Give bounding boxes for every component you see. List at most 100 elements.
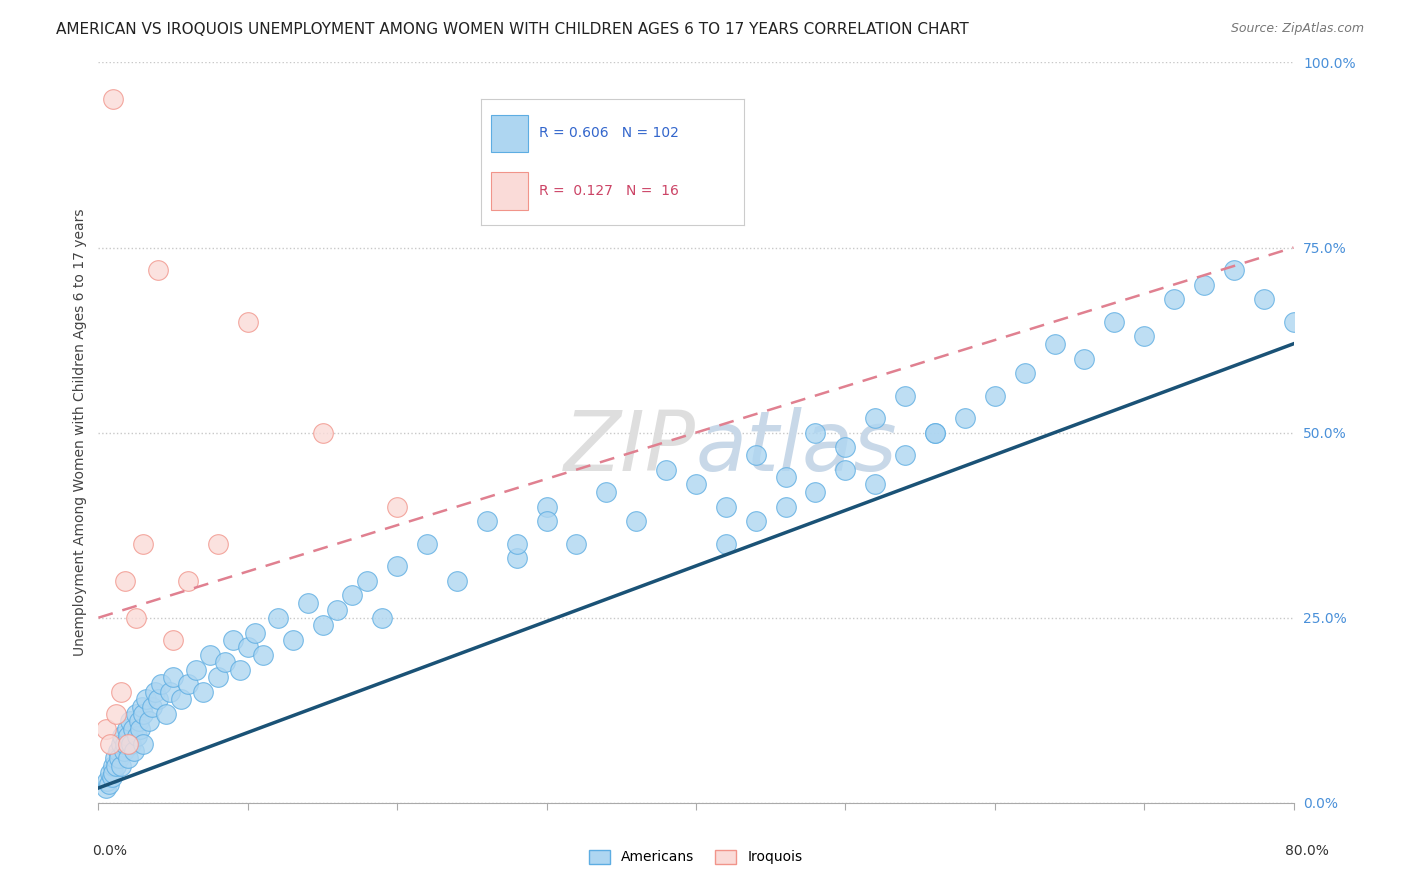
Point xyxy=(804,484,827,499)
Text: Source: ZipAtlas.com: Source: ZipAtlas.com xyxy=(1230,22,1364,36)
Point xyxy=(132,536,155,550)
Point xyxy=(148,262,170,277)
Point xyxy=(125,706,148,721)
Point xyxy=(1253,293,1275,307)
Point xyxy=(626,515,648,529)
Point xyxy=(894,388,917,402)
Point xyxy=(984,388,1007,402)
Point xyxy=(229,663,252,677)
Point xyxy=(924,425,946,440)
Point xyxy=(103,766,125,780)
Point xyxy=(214,655,236,669)
Point xyxy=(685,477,707,491)
Point xyxy=(371,610,394,624)
Point xyxy=(356,574,378,588)
Point xyxy=(131,699,153,714)
Point xyxy=(101,770,124,784)
Point xyxy=(162,632,184,647)
Point xyxy=(1223,262,1246,277)
Point xyxy=(97,777,120,791)
Point xyxy=(111,729,134,743)
Point xyxy=(236,640,259,655)
Point xyxy=(565,536,588,550)
Point xyxy=(1133,329,1156,343)
Point xyxy=(894,448,917,462)
Point xyxy=(1163,293,1185,307)
Point xyxy=(536,500,558,514)
Point xyxy=(110,685,132,699)
Legend: Americans, Iroquois: Americans, Iroquois xyxy=(583,844,808,870)
Point xyxy=(475,515,498,529)
Point xyxy=(121,722,143,736)
Point xyxy=(506,551,529,566)
Point xyxy=(191,685,214,699)
Point xyxy=(120,737,142,751)
Point xyxy=(141,699,163,714)
Point xyxy=(105,706,128,721)
Point xyxy=(96,773,118,788)
Point xyxy=(834,462,856,476)
Y-axis label: Unemployment Among Women with Children Ages 6 to 17 years: Unemployment Among Women with Children A… xyxy=(73,209,87,657)
Point xyxy=(236,314,259,328)
Point xyxy=(117,729,139,743)
Point xyxy=(114,737,136,751)
Text: 0.0%: 0.0% xyxy=(93,844,128,857)
Point xyxy=(184,663,207,677)
Point xyxy=(107,744,129,758)
Text: AMERICAN VS IROQUOIS UNEMPLOYMENT AMONG WOMEN WITH CHILDREN AGES 6 TO 17 YEARS C: AMERICAN VS IROQUOIS UNEMPLOYMENT AMONG … xyxy=(56,22,969,37)
Text: atlas: atlas xyxy=(696,407,897,488)
Point xyxy=(118,714,141,729)
Text: ZIP: ZIP xyxy=(564,407,696,488)
Point xyxy=(924,425,946,440)
Point xyxy=(1192,277,1215,292)
Point xyxy=(385,558,409,573)
Point xyxy=(114,574,136,588)
Point xyxy=(135,692,157,706)
Point xyxy=(714,536,737,550)
Point xyxy=(311,618,333,632)
Point xyxy=(953,410,976,425)
Point xyxy=(112,744,135,758)
Point xyxy=(159,685,181,699)
Point xyxy=(108,751,131,765)
Point xyxy=(714,500,737,514)
Point xyxy=(127,729,149,743)
Point xyxy=(98,737,122,751)
Point xyxy=(125,610,148,624)
Point xyxy=(385,500,409,514)
Point xyxy=(117,751,139,765)
Point xyxy=(150,677,173,691)
Point xyxy=(865,410,887,425)
Point xyxy=(143,685,166,699)
Point xyxy=(103,92,125,106)
Point xyxy=(155,706,177,721)
Point xyxy=(177,574,200,588)
Point xyxy=(804,425,827,440)
Point xyxy=(446,574,468,588)
Point xyxy=(506,536,529,550)
Point xyxy=(103,758,125,772)
Point xyxy=(98,766,122,780)
Point xyxy=(416,536,439,550)
Point xyxy=(595,484,617,499)
Point xyxy=(267,610,290,624)
Point xyxy=(94,780,117,795)
Point xyxy=(169,692,191,706)
Point xyxy=(1282,314,1305,328)
Point xyxy=(775,470,797,484)
Point xyxy=(132,706,155,721)
Point xyxy=(105,758,128,772)
Point xyxy=(834,441,856,455)
Point xyxy=(117,737,139,751)
Point xyxy=(342,589,364,603)
Point xyxy=(110,737,132,751)
Point xyxy=(207,536,229,550)
Point xyxy=(281,632,304,647)
Text: 80.0%: 80.0% xyxy=(1285,844,1330,857)
Point xyxy=(110,758,132,772)
Point xyxy=(745,448,768,462)
Point xyxy=(104,751,127,765)
Point xyxy=(745,515,768,529)
Point xyxy=(536,515,558,529)
Point xyxy=(326,603,349,617)
